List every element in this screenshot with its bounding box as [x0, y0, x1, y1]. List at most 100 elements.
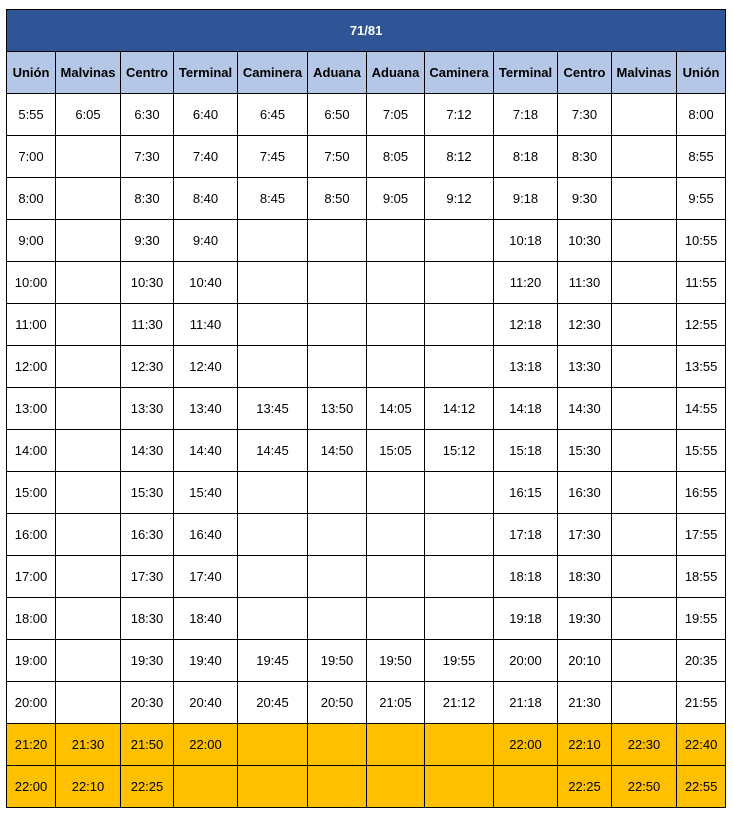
time-cell: 14:55	[675, 387, 727, 430]
column-headers: Unión Malvinas Centro Terminal Caminera Aduan…	[6, 51, 727, 94]
time-cell: 13:40	[173, 387, 238, 430]
time-cell: 10:55	[675, 219, 727, 262]
time-cell: 8:45	[237, 177, 308, 220]
time-cell: 10:30	[120, 261, 174, 304]
time-cell: 10:40	[173, 261, 238, 304]
time-cell: 17:00	[6, 555, 56, 598]
time-cell: 9:30	[120, 219, 174, 262]
table-row: 20:00 20:30 20:40 20:45 20:50 21:05 21:12 21:18…	[6, 681, 727, 724]
time-cell: 7:30	[120, 135, 174, 178]
time-cell: 22:00	[6, 765, 56, 808]
time-cell	[424, 261, 494, 304]
time-cell: 16:55	[675, 471, 727, 514]
table-row: 9:00 9:30 9:40 10:18 10:30 10:55	[6, 219, 727, 262]
time-cell	[55, 303, 121, 346]
column-header: Terminal	[493, 51, 558, 94]
time-cell: 17:40	[173, 555, 238, 598]
time-cell: 8:50	[307, 177, 367, 220]
time-cell: 21:30	[55, 723, 121, 766]
column-header: Aduana	[307, 51, 367, 94]
time-cell: 6:05	[55, 93, 121, 136]
time-cell: 19:18	[493, 597, 558, 640]
time-cell	[611, 135, 677, 178]
time-cell	[366, 597, 425, 640]
time-cell: 9:12	[424, 177, 494, 220]
time-cell: 22:25	[557, 765, 612, 808]
time-cell: 13:30	[120, 387, 174, 430]
time-cell: 14:00	[6, 429, 56, 472]
time-cell	[424, 765, 494, 808]
time-cell	[307, 219, 367, 262]
time-cell: 11:30	[120, 303, 174, 346]
time-cell: 7:18	[493, 93, 558, 136]
time-cell	[307, 303, 367, 346]
time-cell: 8:18	[493, 135, 558, 178]
time-cell	[55, 513, 121, 556]
time-cell: 8:12	[424, 135, 494, 178]
column-header: Unión	[675, 51, 727, 94]
time-cell: 15:18	[493, 429, 558, 472]
time-cell: 17:55	[675, 513, 727, 556]
column-header: Unión	[6, 51, 56, 94]
time-cell: 14:05	[366, 387, 425, 430]
time-cell: 7:45	[237, 135, 308, 178]
time-cell	[307, 555, 367, 598]
route-title: 71/81	[5, 9, 727, 52]
time-cell: 13:30	[557, 345, 612, 388]
time-cell: 7:30	[557, 93, 612, 136]
time-cell: 20:40	[173, 681, 238, 724]
table-row: 17:00 17:30 17:40 18:18 18:30 18:55	[6, 555, 727, 598]
time-cell	[611, 303, 677, 346]
time-cell	[237, 765, 308, 808]
time-cell	[366, 555, 425, 598]
table-row: 10:00 10:30 10:40 11:20 11:30 11:55	[6, 261, 727, 304]
time-cell	[55, 471, 121, 514]
time-cell: 20:30	[120, 681, 174, 724]
column-header: Malvinas	[611, 51, 677, 94]
time-cell: 19:40	[173, 639, 238, 682]
table-row: 21:20 21:30 21:50 22:00 22:00 22:10 22:30 22:40	[6, 723, 727, 766]
time-cell	[237, 345, 308, 388]
column-header: Malvinas	[55, 51, 121, 94]
time-cell: 21:55	[675, 681, 727, 724]
time-cell	[237, 723, 308, 766]
time-cell: 16:00	[6, 513, 56, 556]
time-cell: 14:50	[307, 429, 367, 472]
time-cell: 22:00	[493, 723, 558, 766]
table-row: 7:00 7:30 7:40 7:45 7:50 8:05 8:12 8:18 8:30 8:55	[6, 135, 727, 178]
time-cell: 20:35	[675, 639, 727, 682]
time-cell: 20:45	[237, 681, 308, 724]
time-cell: 19:55	[675, 597, 727, 640]
time-cell	[611, 387, 677, 430]
time-cell	[611, 555, 677, 598]
time-cell: 18:18	[493, 555, 558, 598]
time-cell: 21:50	[120, 723, 174, 766]
time-cell: 18:30	[557, 555, 612, 598]
column-header: Centro	[120, 51, 174, 94]
time-cell: 22:00	[173, 723, 238, 766]
time-cell: 19:00	[6, 639, 56, 682]
time-cell: 7:05	[366, 93, 425, 136]
time-cell: 22:50	[611, 765, 677, 808]
time-cell	[237, 597, 308, 640]
time-cell	[366, 765, 425, 808]
time-cell: 8:00	[675, 93, 727, 136]
time-cell	[307, 261, 367, 304]
time-cell	[611, 177, 677, 220]
time-cell: 17:30	[557, 513, 612, 556]
time-cell: 15:30	[557, 429, 612, 472]
schedule-body: 5:55 6:05 6:30 6:40 6:45 6:50 7:05 7:12 7:18 7:30…	[6, 93, 727, 808]
time-cell: 13:18	[493, 345, 558, 388]
table-row: 22:00 22:10 22:25 22:25 22:50 22:55	[6, 765, 727, 808]
time-cell	[237, 219, 308, 262]
time-cell	[611, 219, 677, 262]
time-cell: 13:55	[675, 345, 727, 388]
time-cell	[55, 555, 121, 598]
time-cell: 8:30	[557, 135, 612, 178]
table-row: 8:00 8:30 8:40 8:45 8:50 9:05 9:12 9:18 9:30 9:55	[6, 177, 727, 220]
table-row: 13:00 13:30 13:40 13:45 13:50 14:05 14:12 14:18…	[6, 387, 727, 430]
time-cell: 12:18	[493, 303, 558, 346]
time-cell: 18:55	[675, 555, 727, 598]
time-cell: 9:55	[675, 177, 727, 220]
time-cell: 6:30	[120, 93, 174, 136]
